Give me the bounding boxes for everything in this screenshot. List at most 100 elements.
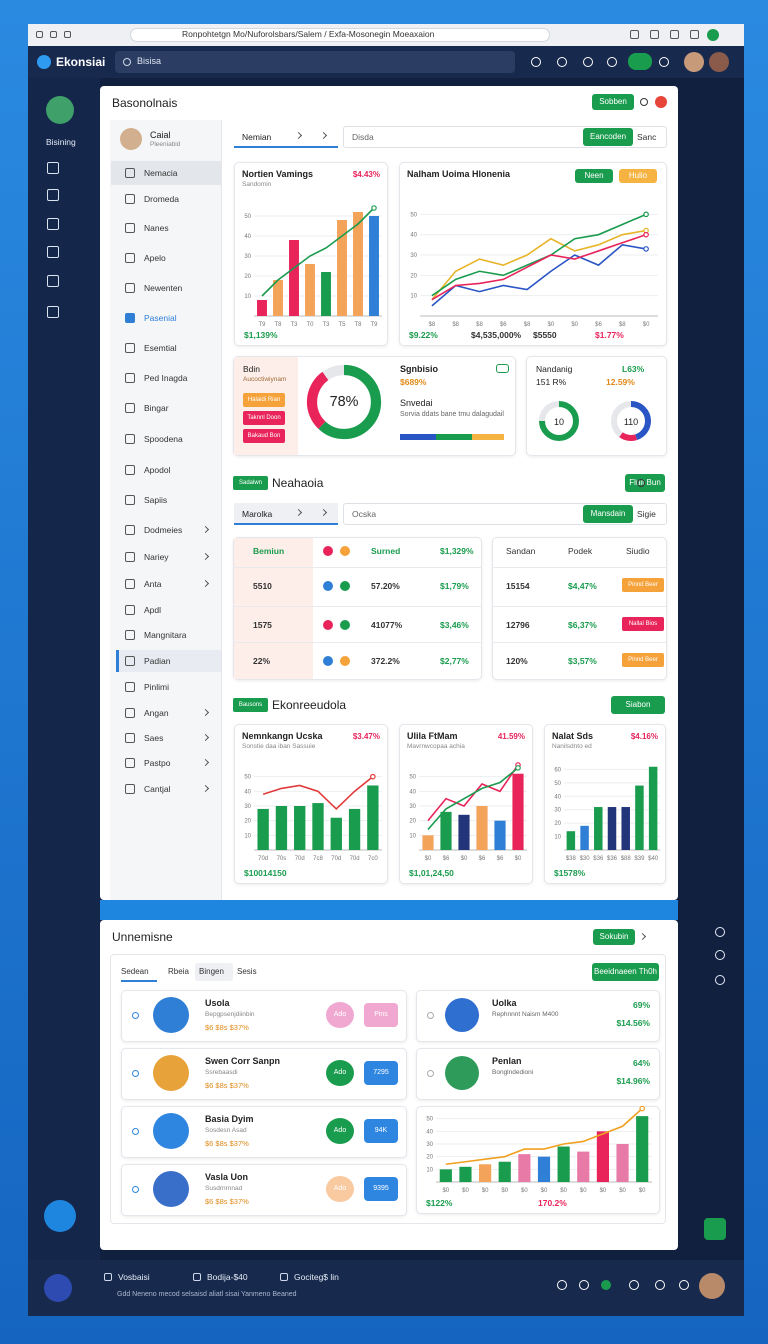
progress-segment — [472, 434, 504, 440]
nav-item[interactable]: Apelo — [144, 253, 166, 263]
nav-item[interactable]: Angan — [144, 708, 169, 718]
item-name: Vasla Uon — [205, 1172, 249, 1182]
item-badge[interactable]: Ado — [326, 1118, 354, 1144]
header-icon[interactable] — [557, 57, 567, 67]
search-bar[interactable] — [115, 51, 515, 73]
header-pill[interactable] — [628, 53, 652, 70]
x-tick-label: $6 — [595, 322, 602, 328]
link[interactable]: Sigie — [637, 509, 656, 519]
item-badge[interactable]: 9395 — [364, 1177, 398, 1201]
tab[interactable]: Sesis — [237, 967, 257, 976]
browser-icon[interactable] — [630, 30, 639, 39]
footer-action[interactable] — [629, 1280, 639, 1290]
footer-action[interactable] — [601, 1280, 611, 1290]
sidebar-button[interactable] — [44, 1200, 76, 1232]
y-tick-label: 40 — [426, 1129, 433, 1135]
link[interactable]: Sanc — [637, 132, 657, 142]
header-icon[interactable] — [531, 57, 541, 67]
address-bar[interactable] — [130, 28, 550, 42]
sidebar-icon[interactable] — [47, 218, 59, 230]
chart-footer: $1578% — [554, 868, 586, 878]
table-cell: $1,329% — [440, 546, 474, 556]
footer-item[interactable]: Bodija-$40 — [207, 1272, 248, 1282]
footer-action[interactable] — [679, 1280, 689, 1290]
nav-item[interactable]: Pasenial — [144, 313, 177, 323]
x-tick-label: 70d — [331, 856, 341, 862]
sidebar-icon[interactable] — [47, 246, 59, 258]
nav-item[interactable]: Sapiis — [144, 495, 168, 505]
stats-button[interactable]: Bakaud Bon — [243, 429, 285, 443]
nav-icon — [125, 525, 135, 535]
nav-item[interactable]: Saes — [144, 733, 164, 743]
nav-item[interactable]: Apdl — [144, 605, 162, 615]
select[interactable] — [234, 126, 338, 148]
section-button[interactable]: Siabon — [611, 696, 665, 714]
button[interactable]: Mansdain — [583, 505, 633, 523]
header-icon[interactable] — [607, 57, 617, 67]
sidebar-icon[interactable] — [47, 162, 59, 174]
nav-item[interactable]: Ped Inagda — [144, 373, 188, 383]
nav-item[interactable]: Newenten — [144, 283, 183, 293]
nav-item[interactable]: Pinlimi — [144, 682, 170, 692]
x-tick-label: $36 — [593, 856, 604, 862]
nav-item[interactable]: Pastpo — [144, 758, 171, 768]
chart-plot: 10 20 30 40 50 T9 T8 T3 T0 T3 T5 T8 T9 — [244, 205, 382, 328]
select[interactable] — [234, 503, 338, 525]
nav-item[interactable]: Spoodena — [144, 434, 183, 444]
fab[interactable] — [704, 1218, 726, 1240]
sidebar-icon[interactable] — [47, 275, 59, 287]
item-badge[interactable]: 7295 — [364, 1061, 398, 1085]
item-badge[interactable]: Pins — [364, 1003, 398, 1027]
nav-item[interactable]: Cantjal — [144, 784, 171, 794]
panel2-action[interactable]: Beeidnaeen Th0h — [592, 963, 659, 981]
item-badge[interactable]: Ado — [326, 1176, 354, 1202]
x-tick-label: T8 — [354, 322, 362, 328]
nav-item[interactable]: Dromeda — [144, 194, 179, 204]
browser-icon[interactable] — [690, 30, 699, 39]
browser-icon[interactable] — [650, 30, 659, 39]
item-badge[interactable]: 94K — [364, 1119, 398, 1143]
nav-item[interactable]: Apodol — [144, 465, 171, 475]
nav-item[interactable]: Nariey — [144, 552, 169, 562]
button[interactable]: Eancoden — [583, 128, 633, 146]
nav-button[interactable] — [50, 31, 57, 38]
nav-item[interactable]: Anta — [144, 579, 162, 589]
toggle[interactable] — [496, 364, 509, 373]
chart-button[interactable]: Neen — [575, 169, 613, 183]
section-button[interactable]: Fluit Bun — [625, 474, 665, 492]
nav-icon — [125, 313, 135, 323]
stats-button[interactable]: Taknnl Doon — [243, 411, 285, 425]
nav-item[interactable]: Nanes — [144, 223, 169, 233]
tab[interactable]: Bingen — [199, 967, 224, 976]
stats-button[interactable]: Halaidi Rian — [243, 393, 285, 407]
nav-item[interactable]: Bingar — [144, 403, 169, 413]
footer-action[interactable] — [655, 1280, 665, 1290]
footer-action[interactable] — [557, 1280, 567, 1290]
y-tick-label: 50 — [426, 1117, 433, 1123]
chart-card — [399, 162, 667, 346]
tab[interactable]: Sedean — [121, 967, 149, 976]
nav-item[interactable]: Mangnitara — [144, 630, 187, 640]
item-badge[interactable]: Ado — [326, 1002, 354, 1028]
panel-button[interactable]: Sobben — [592, 94, 634, 110]
nav-item[interactable]: Padian — [144, 656, 171, 666]
nav-item[interactable]: Dodmeies — [144, 525, 183, 535]
footer-item[interactable]: Gociteg$ lin — [294, 1272, 339, 1282]
nav-button[interactable] — [36, 31, 43, 38]
item-badge[interactable]: Ado — [326, 1060, 354, 1086]
status-dot — [323, 620, 333, 630]
nav-button[interactable] — [64, 31, 71, 38]
nav-item[interactable]: Nemacia — [144, 168, 178, 178]
chart-button[interactable]: Hulio — [619, 169, 657, 183]
sidebar-icon[interactable] — [47, 189, 59, 201]
panel2-button[interactable]: Sokubin — [593, 929, 635, 945]
footer-action[interactable] — [579, 1280, 589, 1290]
tab[interactable]: Rbeia — [168, 967, 189, 976]
bar — [257, 300, 267, 316]
sidebar-icon[interactable] — [47, 306, 59, 318]
header-icon[interactable] — [583, 57, 593, 67]
x-tick-label: $0 — [461, 856, 468, 862]
browser-icon[interactable] — [670, 30, 679, 39]
nav-item[interactable]: Esemtial — [144, 343, 177, 353]
footer-item[interactable]: Vosbaisi — [118, 1272, 150, 1282]
